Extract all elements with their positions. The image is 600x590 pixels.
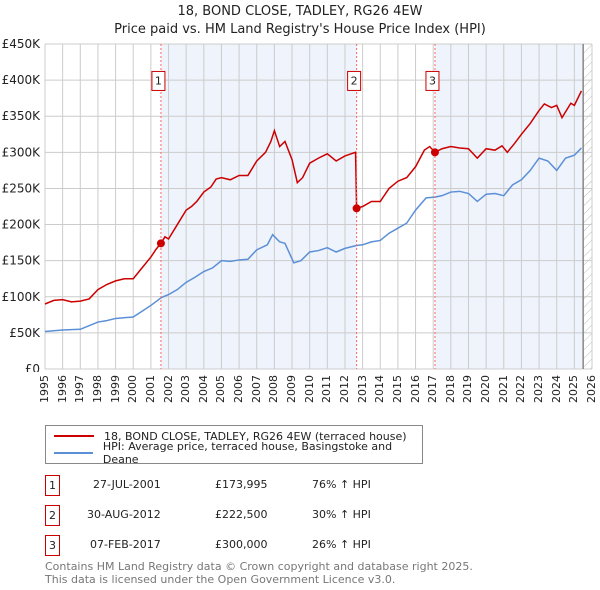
legend-item-property: 18, BOND CLOSE, TADLEY, RG26 4EW (terrac…	[54, 427, 407, 445]
footer-line: Contains HM Land Registry data © Crown c…	[45, 560, 473, 573]
x-tick-label: 2024	[549, 375, 563, 403]
x-tick-label: 2010	[302, 375, 316, 403]
x-tick-label: 2015	[390, 375, 404, 403]
ownership-shade	[434, 44, 584, 369]
x-tick-label: 2005	[214, 375, 228, 403]
x-tick-label: 1995	[38, 375, 51, 403]
x-tick-label: 2018	[443, 375, 457, 403]
x-tick-label: 2011	[320, 375, 334, 403]
x-tick-label: 2022	[514, 375, 528, 403]
sale-price: £173,995	[215, 478, 268, 491]
x-tick-label: 2003	[179, 375, 193, 403]
x-tick-label: 1997	[73, 375, 87, 403]
ownership-shade	[160, 44, 357, 369]
x-tick-label: 2023	[532, 375, 546, 403]
x-tick-label: 1998	[90, 375, 104, 403]
legend-swatch-red	[54, 435, 94, 437]
sale-price: £222,500	[215, 508, 268, 521]
sale-row: 3 07-FEB-2017 £300,000 26% ↑ HPI	[45, 535, 465, 557]
x-tick-label: 2020	[479, 375, 493, 403]
sale-row: 2 30-AUG-2012 £222,500 30% ↑ HPI	[45, 505, 465, 527]
sale-label-box	[151, 70, 166, 91]
x-tick-label: 2009	[285, 375, 299, 403]
sale-label: 2	[351, 74, 358, 87]
sale-date: 07-FEB-2017	[90, 538, 161, 551]
x-tick-label: 2025	[567, 375, 581, 403]
x-tick-label: 2013	[355, 375, 369, 403]
sale-point	[352, 204, 361, 213]
x-tick-label: 2002	[161, 375, 175, 403]
y-tick-label: £50K	[9, 326, 41, 340]
y-tick-label: £200K	[2, 218, 42, 232]
plot-area: £0 £50K £100K £150K £200K £250K £300K £350K £400…	[2, 37, 593, 372]
y-tick-label: £350K	[2, 109, 42, 123]
x-tick-label: 2026	[585, 375, 598, 403]
x-tick-label: 2000	[126, 375, 140, 403]
legend-item-hpi: HPI: Average price, terraced house, Basi…	[54, 440, 422, 466]
x-tick-label: 2004	[196, 375, 210, 403]
y-tick-label: £100K	[2, 290, 42, 304]
footer-line: This data is licensed under the Open Gov…	[45, 573, 396, 586]
sale-row: 1 27-JUL-2001 £173,995 76% ↑ HPI	[45, 475, 465, 497]
x-tick-label: 2001	[143, 375, 157, 403]
x-tick-label: 2006	[232, 375, 246, 403]
series-line	[44, 90, 583, 305]
sale-label-box	[425, 70, 440, 91]
y-tick-label: £150K	[2, 254, 42, 268]
sale-hpi: 30% ↑ HPI	[312, 508, 371, 521]
sale-label-box	[347, 70, 362, 91]
y-tick-label: £250K	[2, 181, 42, 195]
forecast-hatch	[583, 44, 592, 369]
chart-subtitle: Price paid vs. HM Land Registry's House …	[114, 22, 486, 37]
legend-swatch-blue	[54, 452, 93, 454]
x-tick-label: 2007	[249, 375, 263, 403]
sale-price: £300,000	[215, 538, 268, 551]
y-tick-label: £450K	[2, 37, 42, 51]
x-tick-label: 2019	[461, 375, 475, 403]
legend: 18, BOND CLOSE, TADLEY, RG26 4EW (terrac…	[45, 425, 423, 466]
sale-badge: 2	[45, 505, 60, 526]
footer: Contains HM Land Registry data © Crown c…	[45, 560, 473, 586]
y-tick-label: £400K	[2, 73, 42, 87]
sale-hpi: 26% ↑ HPI	[312, 538, 371, 551]
series-line	[44, 147, 582, 333]
legend-label: 18, BOND CLOSE, TADLEY, RG26 4EW (terrac…	[104, 429, 407, 443]
y-tick-label: £300K	[2, 145, 42, 159]
sale-date: 27-JUL-2001	[93, 478, 161, 491]
x-tick-label: 2008	[267, 375, 281, 403]
sale-label: 3	[429, 74, 436, 87]
x-tick-label: 1999	[108, 375, 122, 403]
sale-hpi: 76% ↑ HPI	[312, 478, 371, 491]
sale-date: 30-AUG-2012	[87, 508, 161, 521]
sale-badge: 1	[45, 475, 60, 496]
sale-label: 1	[155, 74, 162, 87]
x-tick-label: 2012	[337, 375, 351, 403]
sale-badge: 3	[45, 535, 60, 556]
chart-title: 18, BOND CLOSE, TADLEY, RG26 4EW	[177, 4, 423, 19]
legend-label: HPI: Average price, terraced house, Basi…	[102, 440, 393, 466]
sale-point	[156, 239, 165, 248]
x-tick-label: 2017	[426, 375, 440, 403]
x-tick-label: 1996	[55, 375, 69, 403]
x-tick-label: 2021	[496, 375, 510, 403]
x-tick-label: 2014	[373, 375, 387, 403]
sale-point	[430, 148, 439, 157]
x-tick-label: 2016	[408, 375, 422, 403]
y-tick-label: £0	[25, 362, 40, 372]
